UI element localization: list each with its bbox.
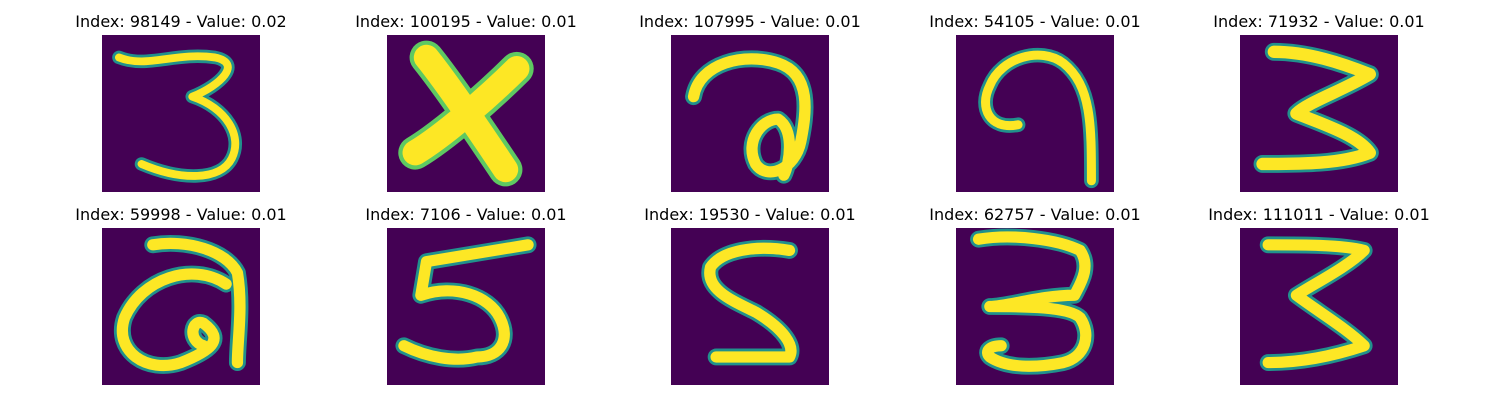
digit-image-a-loop xyxy=(671,35,829,192)
panel-1: Index: 98149 - Value: 0.02 xyxy=(61,12,301,192)
panel-5: Index: 71932 - Value: 0.01 xyxy=(1199,12,1439,192)
panel-title: Index: 107995 - Value: 0.01 xyxy=(639,12,861,31)
digit-image-3 xyxy=(1240,35,1398,192)
digit-image-x xyxy=(387,35,545,192)
panel-title: Index: 19530 - Value: 0.01 xyxy=(644,205,856,224)
digit-image-a-loop xyxy=(102,228,260,385)
digit-image-5 xyxy=(671,228,829,385)
panel-title: Index: 71932 - Value: 0.01 xyxy=(1213,12,1425,31)
panel-6: Index: 59998 - Value: 0.01 xyxy=(61,205,301,385)
panel-4: Index: 54105 - Value: 0.01 xyxy=(915,12,1155,192)
panel-title: Index: 100195 - Value: 0.01 xyxy=(355,12,577,31)
panel-10: Index: 111011 - Value: 0.01 xyxy=(1199,205,1439,385)
panel-title: Index: 111011 - Value: 0.01 xyxy=(1208,205,1430,224)
digit-image-3 xyxy=(1240,228,1398,385)
panel-8: Index: 19530 - Value: 0.01 xyxy=(630,205,870,385)
panel-title: Index: 59998 - Value: 0.01 xyxy=(75,205,287,224)
panel-9: Index: 62757 - Value: 0.01 xyxy=(915,205,1155,385)
digit-image-9-reversed xyxy=(956,35,1114,192)
digit-image-5 xyxy=(387,228,545,385)
panel-3: Index: 107995 - Value: 0.01 xyxy=(630,12,870,192)
panel-title: Index: 54105 - Value: 0.01 xyxy=(929,12,1141,31)
digit-image-3 xyxy=(956,228,1114,385)
panel-title: Index: 98149 - Value: 0.02 xyxy=(75,12,287,31)
panel-title: Index: 7106 - Value: 0.01 xyxy=(365,205,567,224)
panel-7: Index: 7106 - Value: 0.01 xyxy=(346,205,586,385)
panel-2: Index: 100195 - Value: 0.01 xyxy=(346,12,586,192)
digit-image-3 xyxy=(102,35,260,192)
panel-title: Index: 62757 - Value: 0.01 xyxy=(929,205,1141,224)
